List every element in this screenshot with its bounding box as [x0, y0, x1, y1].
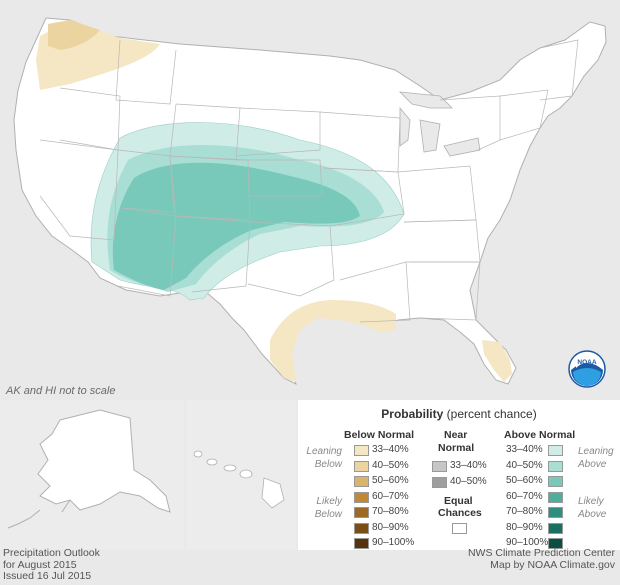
below-normal-swatch-2 — [354, 476, 369, 487]
likely-above-1: Likely — [578, 496, 604, 507]
footer-right-line-1: NWS Climate Prediction Center — [467, 547, 615, 559]
near-normal-swatch-0 — [432, 461, 447, 472]
near-normal-swatch-1 — [432, 476, 447, 488]
above-normal-range-0: 33–40% — [506, 444, 543, 455]
map-scale-note: AK and HI not to scale — [5, 385, 115, 397]
above-normal-swatch-1 — [548, 460, 563, 472]
footer-right-line-2: Map by NOAA Climate.gov — [490, 558, 615, 571]
below-normal-swatch-3 — [354, 491, 369, 503]
above-normal-50-60 — [112, 162, 360, 290]
leaning-above-1: Leaning — [578, 446, 614, 457]
below-normal-range-0: 33–40% — [372, 444, 409, 455]
below-normal-swatch-1 — [354, 460, 369, 472]
likely-below-label: Likely Below — [302, 495, 342, 521]
state-borders — [39, 39, 579, 323]
legend: Probability (percent chance) Below Norma… — [298, 400, 620, 550]
leaning-below-2: Below — [314, 459, 342, 470]
below-normal-swatch-5 — [354, 522, 369, 534]
below-normal-range-5: 80–90% — [372, 521, 409, 533]
above-normal-range-2: 50–60% — [506, 475, 543, 486]
above-normal-range-3: 60–70% — [506, 490, 543, 502]
footer-right: NWS Climate Prediction Center Map by NOA… — [467, 547, 615, 571]
likely-below-2: Below — [314, 509, 342, 520]
below-normal-pnw-40-50 — [48, 20, 100, 50]
below-normal-swatch-4 — [354, 507, 369, 518]
equal-chances-swatch — [452, 523, 467, 534]
likely-above-2: Above — [578, 509, 607, 520]
above-normal-range-1: 40–50% — [506, 459, 543, 471]
leaning-below-1: Leaning — [306, 446, 342, 457]
below-normal-swatch-0 — [354, 445, 369, 456]
near-normal-range-1: 40–50% — [450, 475, 487, 487]
alaska-inset — [0, 400, 184, 550]
near-normal-header-1: Near — [444, 429, 468, 441]
leaning-above-2: Above — [578, 459, 607, 470]
above-normal-swatch-3 — [548, 491, 563, 503]
leaning-below-label: Leaning Below — [302, 445, 342, 471]
below-normal-range-2: 50–60% — [372, 475, 409, 486]
below-normal-range-3: 60–70% — [372, 490, 409, 502]
hawaii-map — [193, 450, 285, 509]
equal-chances-label-2: Chances — [438, 507, 482, 519]
below-normal-swatch-6 — [354, 538, 369, 549]
below-normal-gulf-33-40 — [270, 300, 512, 382]
above-normal-range-6: 90–100% — [506, 537, 549, 548]
above-normal-swatch-4 — [548, 507, 563, 518]
footer-left: Precipitation Outlook for August 2015 Is… — [3, 547, 100, 583]
footer-left-line-1: Precipitation Outlook — [3, 547, 100, 559]
likely-below-1: Likely — [316, 496, 342, 507]
legend-title: Probability (percent chance) — [298, 407, 620, 421]
above-normal-swatch-6 — [548, 538, 563, 549]
above-normal-swatch-5 — [548, 522, 563, 534]
great-lakes — [398, 91, 481, 157]
near-normal-header-2: Normal — [438, 442, 475, 454]
above-normal-swatch-2 — [548, 476, 563, 487]
near-normal-range-0: 33–40% — [450, 460, 487, 471]
footer-left-line-2: for August 2015 — [3, 558, 77, 571]
legend-title-bold: Probability — [381, 407, 444, 421]
below-normal-range-4: 70–80% — [372, 506, 409, 517]
above-normal-range-5: 80–90% — [506, 521, 543, 533]
above-normal-range-4: 70–80% — [506, 506, 543, 517]
hawaii-inset — [186, 400, 296, 550]
above-normal-swatch-0 — [548, 445, 563, 456]
leaning-above-label: Leaning Above — [578, 445, 618, 471]
footer-left-line-3: Issued 16 Jul 2015 — [3, 570, 92, 582]
svg-text:NOAA: NOAA — [577, 359, 596, 366]
outlook-map: AK and HI not to scale — [5, 17, 607, 397]
below-normal-header: Below Normal — [344, 429, 415, 441]
alaska-map — [7, 409, 171, 529]
noaa-logo: NOAA — [568, 350, 606, 388]
above-normal-header: Above Normal — [504, 429, 576, 441]
likely-above-label: Likely Above — [578, 495, 618, 521]
below-normal-range-1: 40–50% — [372, 459, 409, 471]
equal-chances-label-1: Equal — [444, 495, 473, 507]
legend-title-rest: (percent chance) — [443, 407, 537, 421]
below-normal-range-6: 90–100% — [372, 537, 415, 548]
